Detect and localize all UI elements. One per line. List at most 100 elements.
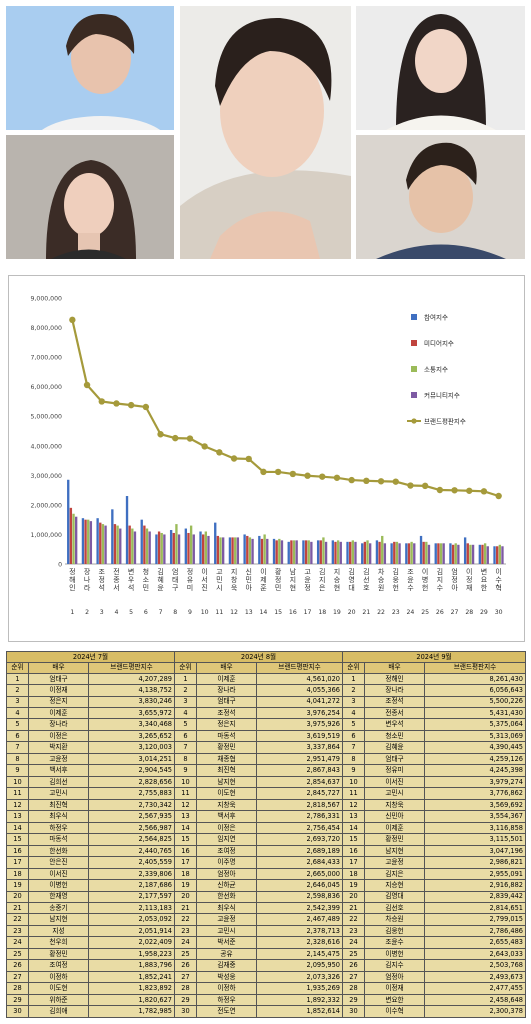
bar-미디어지수 xyxy=(99,522,102,564)
table-row: 25 황정민 1,958,223 25 공유 2,145,475 25 이병헌 2,643,03… xyxy=(6,947,526,961)
point-브랜드평판지수 xyxy=(480,488,488,495)
x-rank-label: 23 xyxy=(392,609,400,616)
bar-커뮤니티지수 xyxy=(266,538,269,564)
rank-cell: 20 xyxy=(174,890,197,903)
bar-미디어지수 xyxy=(216,535,220,564)
rank-cell: 5 xyxy=(6,718,29,731)
rank-cell: 29 xyxy=(6,993,29,1007)
table-row: 2 이정재 4,138,752 2 장나라 4,055,366 2 장나라 6,056,643 xyxy=(6,684,526,697)
bar-커뮤니티지수 xyxy=(310,541,313,564)
index-cell: 5,375,064 xyxy=(424,718,526,731)
bar-커뮤니티지수 xyxy=(427,544,431,564)
table-row: 21 송중기 2,113,183 21 최우식 2,542,399 21 김선호 2,814,6… xyxy=(6,901,526,915)
x-rank-label: 18 xyxy=(318,609,326,616)
rank-cell: 8 xyxy=(6,752,29,766)
index-cell: 3,115,501 xyxy=(424,833,526,846)
index-cell: 2,955,091 xyxy=(424,867,526,881)
legend-swatch xyxy=(411,314,417,320)
bar-커뮤니티지수 xyxy=(471,544,475,564)
col-header-actor: 배우 xyxy=(196,661,257,674)
bar-커뮤니티지수 xyxy=(251,538,254,564)
bar-참여지수 xyxy=(405,543,408,564)
rank-cell: 6 xyxy=(342,729,365,743)
index-cell: 4,259,126 xyxy=(424,752,526,766)
index-cell: 2,564,825 xyxy=(88,833,175,846)
index-cell: 2,845,727 xyxy=(256,787,343,800)
actor-photo-mid-right xyxy=(356,135,525,259)
bar-커뮤니티지수 xyxy=(207,535,210,564)
bar-참여지수 xyxy=(243,534,246,564)
actor-cell: 최우식 xyxy=(28,810,89,823)
col-header-index: 브랜드평판지수 xyxy=(256,661,343,674)
index-cell: 3,776,862 xyxy=(424,787,526,800)
index-cell: 2,828,656 xyxy=(88,775,175,789)
actor-cell: 최진혁 xyxy=(196,764,257,777)
actor-cell: 고민시 xyxy=(196,924,257,938)
actor-cell: 김웅헌 xyxy=(364,924,425,938)
bar-참여지수 xyxy=(111,509,114,564)
index-cell: 2,951,479 xyxy=(256,752,343,766)
actor-cell: 청소민 xyxy=(364,729,425,743)
x-rank-label: 10 xyxy=(201,609,209,616)
y-tick-label: 2,000,000 xyxy=(31,502,63,509)
rank-cell: 6 xyxy=(6,729,29,743)
actor-cell: 박지환 xyxy=(28,741,89,754)
rank-cell: 23 xyxy=(342,924,365,938)
actor-cell: 이주명 xyxy=(196,856,257,869)
bar-커뮤니티지수 xyxy=(74,516,78,564)
legend-label: 브랜드평판지수 xyxy=(424,417,466,426)
bar-참여지수 xyxy=(375,540,379,564)
bar-참여지수 xyxy=(390,543,393,564)
index-cell: 4,055,366 xyxy=(256,684,343,697)
bar-소통지수 xyxy=(395,541,399,564)
x-rank-label: 25 xyxy=(421,609,429,616)
table-row: 24 천우희 2,022,409 24 박서준 2,328,616 24 조윤수 2,655,4… xyxy=(6,936,526,949)
x-rank-label: 24 xyxy=(407,609,415,616)
rank-cell: 3 xyxy=(342,695,365,709)
index-cell: 2,378,713 xyxy=(256,924,343,938)
point-브랜드평판지수 xyxy=(216,449,223,456)
point-브랜드평판지수 xyxy=(421,482,429,490)
index-cell: 2,986,821 xyxy=(424,856,526,869)
index-cell: 2,022,409 xyxy=(88,936,175,949)
bar-미디어지수 xyxy=(69,507,73,564)
bar-소통지수 xyxy=(175,524,178,564)
actor-cell: 황정민 xyxy=(28,947,89,961)
bar-소통지수 xyxy=(219,537,222,564)
rank-cell: 2 xyxy=(342,684,365,697)
actor-cell: 변우석 xyxy=(364,718,425,731)
actor-cell: 김희애 xyxy=(28,1005,89,1018)
index-cell: 3,976,254 xyxy=(256,706,343,720)
actor-photo-mid-left xyxy=(6,135,174,259)
index-cell: 4,207,289 xyxy=(88,672,175,686)
x-rank-label: 3 xyxy=(100,609,104,616)
rank-cell: 13 xyxy=(342,810,365,823)
index-cell: 2,904,545 xyxy=(88,764,175,777)
rank-cell: 23 xyxy=(174,924,197,938)
rank-cell: 2 xyxy=(174,684,197,697)
bar-미디어지수 xyxy=(128,525,131,564)
col-header-rank: 순위 xyxy=(6,661,29,674)
x-rank-label: 20 xyxy=(348,609,356,616)
actor-cell: 이정재 xyxy=(364,982,425,995)
actor-cell: 김지은 xyxy=(364,867,425,881)
actor-cell: 천우희 xyxy=(28,936,89,949)
table-row: 16 한선화 2,440,765 16 조여정 2,689,189 16 남지현 3,047,1… xyxy=(6,844,526,858)
table-row: 26 조여정 1,883,796 26 김재중 2,095,950 26 김지수 2,503,7… xyxy=(6,959,526,972)
actor-cell: 장나라 xyxy=(28,718,89,731)
index-cell: 3,979,274 xyxy=(424,775,526,789)
x-rank-label: 13 xyxy=(245,609,253,616)
x-rank-label: 27 xyxy=(451,609,459,616)
bar-미디어지수 xyxy=(378,541,381,564)
rank-cell: 28 xyxy=(174,982,197,995)
month-header-september: 2024년 9월 xyxy=(342,651,526,663)
table-row: 8 고윤정 3,014,251 8 채종협 2,951,479 8 엄태구 4,259,126 xyxy=(6,752,526,766)
point-브랜드평판지수 xyxy=(245,455,252,463)
index-cell: 2,854,637 xyxy=(256,775,343,789)
